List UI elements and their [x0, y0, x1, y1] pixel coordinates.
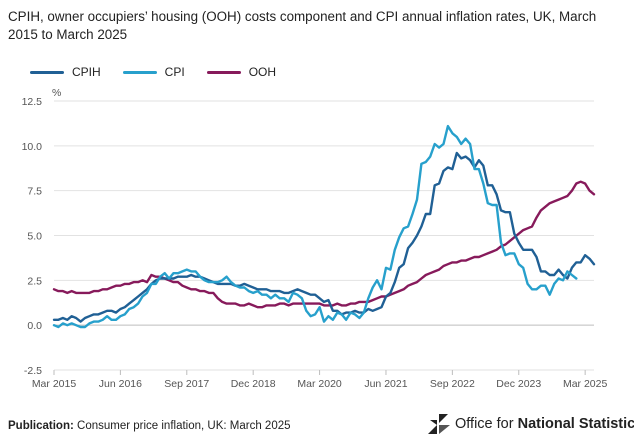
ons-wordmark: Office for National Statistics: [455, 416, 634, 432]
axes: 12.5 10.0 7.5 5.0 2.5 0.0 -2.5% Mar 2015 Jun 201…: [22, 87, 608, 390]
y-tick-label: -2.5: [24, 365, 42, 377]
y-tick-label: 7.5: [27, 186, 42, 198]
series-line-cpih: [52, 151, 596, 323]
ons-wordmark-regular: Office for: [455, 416, 518, 432]
y-tick-label: 2.5: [27, 275, 42, 287]
ons-emblem-icon: [428, 414, 450, 434]
x-tick-label: Jun 2021: [364, 378, 407, 390]
chart-title: CPIH, owner occupiers’ housing (OOH) cos…: [8, 9, 597, 42]
x-tick-label: Sep 2017: [164, 378, 209, 390]
legend-item-cpi: CPI: [122, 65, 185, 79]
y-tick-label: 10.0: [22, 141, 43, 153]
publication-label: Publication:: [8, 420, 74, 432]
x-tick-label: Sep 2022: [430, 378, 475, 390]
legend-label-cpih: CPIH: [72, 65, 101, 79]
x-tick-label: Dec 2023: [496, 378, 541, 390]
series-lines: [52, 124, 596, 329]
legend-swatch-ooh: [206, 70, 241, 74]
legend-item-ooh: OOH: [206, 65, 277, 79]
x-tick-label: Mar 2015: [32, 378, 77, 390]
x-tick-label: Jun 2016: [99, 378, 142, 390]
y-tick-label: 0.0: [27, 320, 42, 332]
ons-wordmark-bold: National Statistics: [517, 416, 634, 432]
publication-footer: Publication: Consumer price inflation, U…: [8, 420, 291, 432]
x-tick-label: Mar 2020: [297, 378, 342, 390]
legend-swatch-cpi: [122, 70, 157, 74]
x-tick-label: Mar 2025: [563, 378, 608, 390]
legend-swatch-cpih: [30, 70, 64, 74]
line-chart: 12.5 10.0 7.5 5.0 2.5 0.0 -2.5% Mar 2015 Jun 201…: [22, 87, 608, 390]
legend-item-cpih: CPIH: [30, 65, 101, 79]
grid-lines: [54, 100, 594, 371]
series-line-ooh: [52, 180, 596, 309]
y-unit-label: %: [52, 87, 61, 99]
series-line-cpi: [52, 124, 578, 329]
x-tick-label: Dec 2018: [231, 378, 276, 390]
legend-label-ooh: OOH: [248, 65, 277, 79]
publication-text: Consumer price inflation, UK: March 2025: [77, 420, 291, 432]
y-tick-label: 12.5: [22, 96, 43, 108]
chart-legend: CPIH CPI OOH: [30, 64, 298, 80]
legend-label-cpi: CPI: [164, 65, 185, 79]
y-tick-label: 5.0: [27, 231, 42, 243]
ons-logo: Office for National Statistics: [428, 412, 634, 436]
